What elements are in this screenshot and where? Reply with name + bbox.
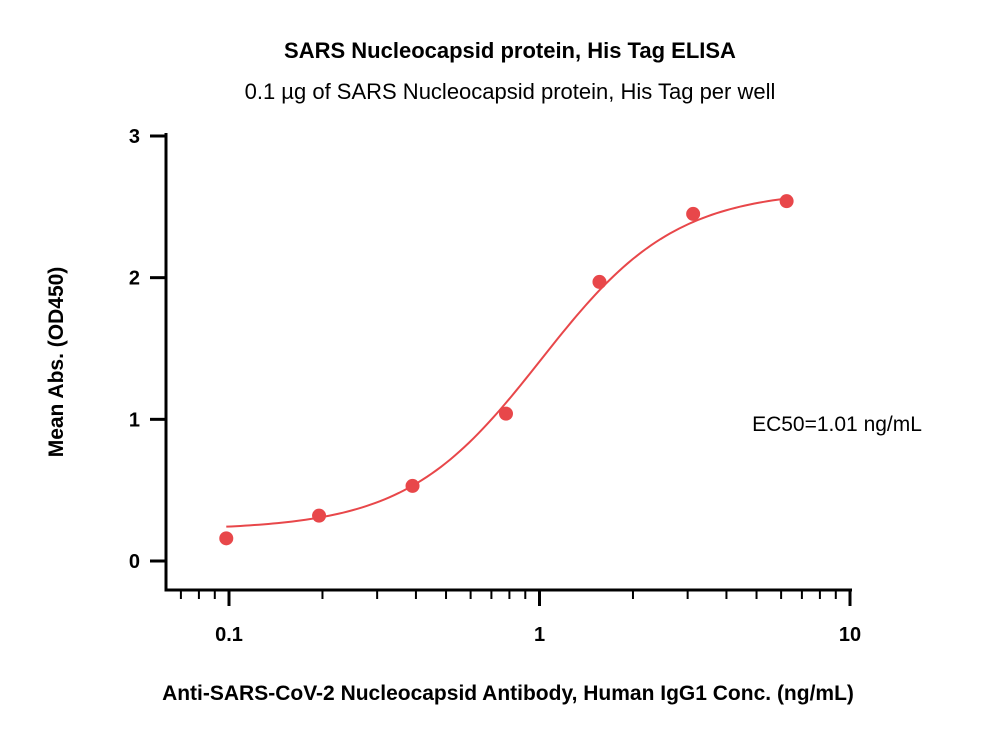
- data-point: [219, 531, 234, 546]
- y-tick-label: 1: [129, 409, 140, 431]
- data-point: [312, 508, 327, 523]
- ec50-annotation: EC50=1.01 ng/mL: [752, 413, 922, 436]
- y-tick-label: 0: [129, 551, 140, 573]
- fit-curve: [226, 197, 787, 528]
- x-axis-title: Anti-SARS-CoV-2 Nucleocapsid Antibody, H…: [162, 682, 854, 705]
- y-tick-label: 2: [129, 268, 140, 290]
- y-ticks: 0 1 2 3: [129, 126, 166, 573]
- axes: [164, 133, 852, 592]
- data-point: [405, 478, 420, 493]
- chart-title: SARS Nucleocapsid protein, His Tag ELISA: [284, 38, 736, 63]
- data-point: [686, 206, 701, 221]
- data-point: [498, 406, 513, 421]
- data-point: [592, 274, 607, 289]
- x-tick-label: 0.1: [215, 624, 243, 646]
- chart-subtitle: 0.1 µg of SARS Nucleocapsid protein, His…: [245, 79, 776, 104]
- x-ticks: 0.1 1 10: [179, 590, 861, 646]
- x-tick-label: 1: [534, 624, 545, 646]
- y-tick-label: 3: [129, 126, 140, 148]
- data-points: [219, 194, 794, 546]
- y-axis-title: Mean Abs. (OD450): [45, 267, 68, 458]
- x-tick-label: 10: [839, 624, 861, 646]
- data-point: [779, 194, 794, 209]
